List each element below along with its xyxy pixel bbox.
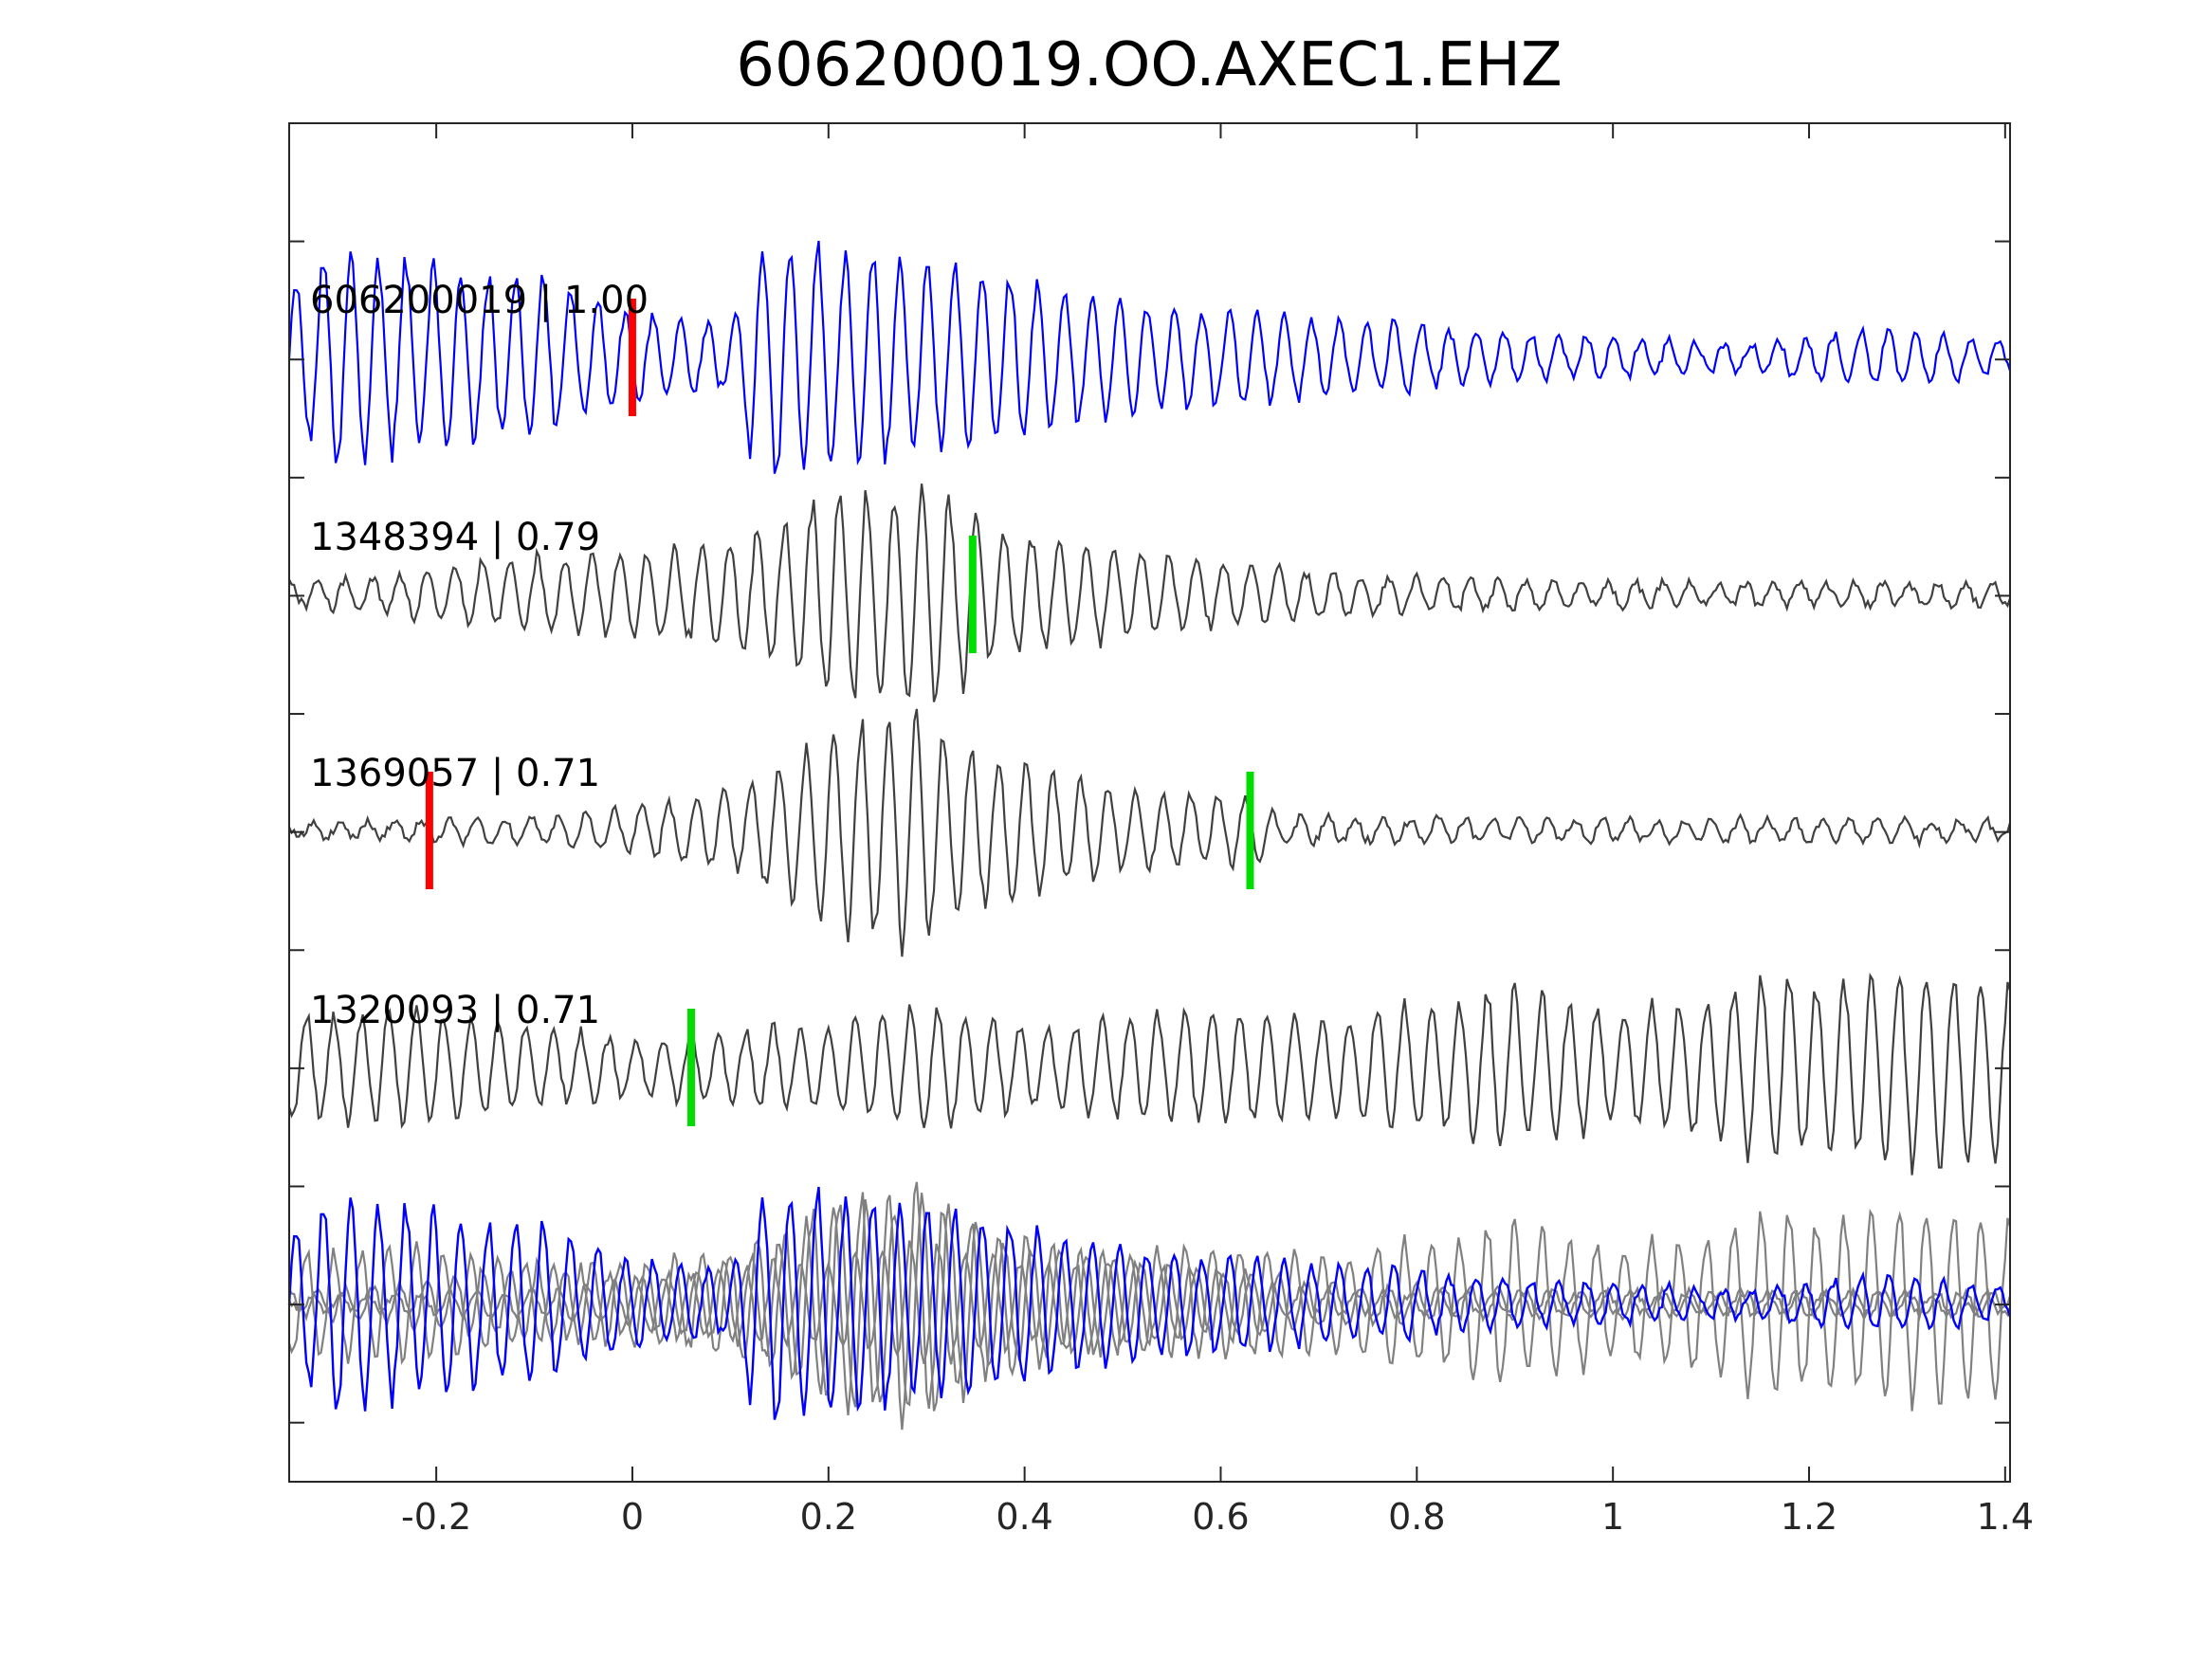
trace-label-3: 1320093 | 0.71 <box>310 989 600 1032</box>
trace-0 <box>287 240 2012 474</box>
overlay-trace-2 <box>287 1181 2012 1431</box>
trace-label-2: 1369057 | 0.71 <box>310 752 600 795</box>
x-tick-label-6: 1 <box>1601 1496 1624 1538</box>
x-tick-label-8: 1.4 <box>1977 1496 2034 1538</box>
trace-3 <box>287 972 2012 1176</box>
trace-1 <box>288 483 2012 702</box>
trace-2 <box>287 708 2012 957</box>
plot-axes: -0.2 0 0.2 0.4 0.6 0.8 1 1.2 1.4 <box>288 122 2034 1538</box>
trace-label-1: 1348394 | 0.79 <box>310 516 600 559</box>
x-tick-label-5: 0.8 <box>1388 1496 1445 1538</box>
overlay-template-trace <box>287 1186 2012 1420</box>
overlay-trace-3 <box>287 1208 2012 1412</box>
x-tick-label-7: 1.2 <box>1781 1496 1837 1538</box>
x-tick-label-4: 0.6 <box>1192 1496 1249 1538</box>
chart-title: 606200019.OO.AXEC1.EHZ <box>736 30 1563 100</box>
x-tick-label-0: -0.2 <box>401 1496 471 1538</box>
x-tick-label-2: 0.2 <box>800 1496 857 1538</box>
waveform-traces <box>287 240 2012 1431</box>
trace-labels: 606200019 | 1.00 1348394 | 0.79 1369057 | … <box>310 279 649 1032</box>
plot-frame <box>288 122 2011 1483</box>
phase-picks <box>425 299 1254 1126</box>
trace-label-0: 606200019 | 1.00 <box>310 279 649 322</box>
x-tick-label-3: 0.4 <box>996 1496 1052 1538</box>
x-tick-label-1: 0 <box>621 1496 644 1538</box>
